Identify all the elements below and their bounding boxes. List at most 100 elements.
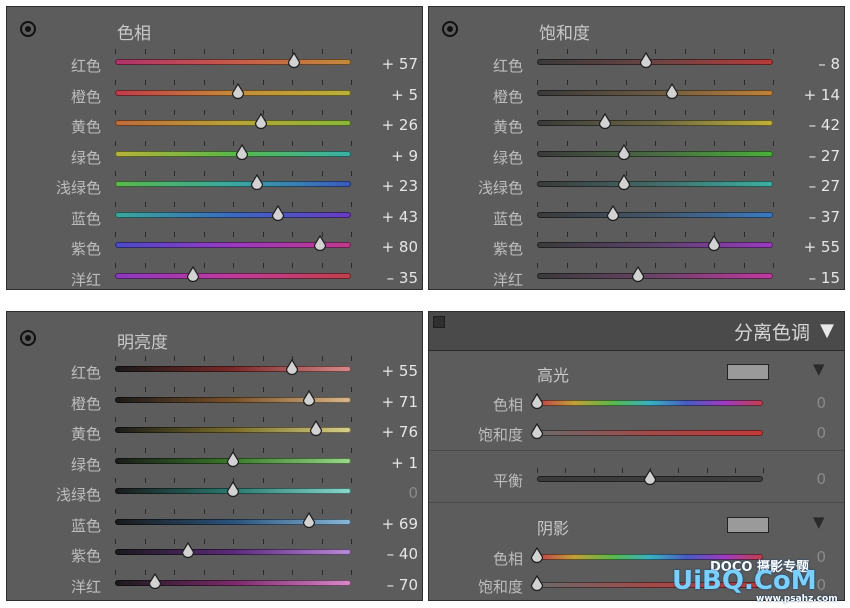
slider-value: + 23 bbox=[381, 177, 418, 195]
slider-row[interactable]: 浅绿色 + 23 bbox=[7, 171, 424, 201]
slider-track[interactable] bbox=[115, 242, 351, 248]
slider-track[interactable] bbox=[115, 427, 351, 433]
slider-thumb[interactable] bbox=[530, 393, 544, 411]
slider-row[interactable]: 红色 + 57 bbox=[7, 49, 424, 79]
slider-row[interactable]: 蓝色 – 37 bbox=[429, 201, 846, 232]
slider-thumb[interactable] bbox=[148, 572, 162, 591]
highlights-saturation-slider[interactable]: 饱和度 0 bbox=[429, 422, 846, 448]
slider-thumb[interactable] bbox=[606, 204, 620, 223]
slider-row[interactable]: 洋红 – 15 bbox=[429, 262, 846, 293]
slider-row[interactable]: 蓝色 + 69 bbox=[7, 508, 424, 539]
slider-track[interactable] bbox=[115, 120, 351, 126]
slider-row[interactable]: 蓝色 + 43 bbox=[7, 201, 424, 232]
slider-thumb[interactable] bbox=[631, 265, 645, 284]
slider-track[interactable] bbox=[115, 366, 351, 372]
slider-value: 0 bbox=[816, 470, 826, 488]
target-adjust-icon[interactable] bbox=[20, 330, 36, 346]
triangle-down-icon[interactable]: ▼ bbox=[820, 320, 834, 341]
slider-track[interactable] bbox=[537, 582, 763, 588]
slider-thumb[interactable] bbox=[181, 542, 195, 560]
slider-track[interactable] bbox=[115, 396, 351, 403]
slider-thumb[interactable] bbox=[231, 82, 245, 101]
panel-switch-icon[interactable] bbox=[433, 316, 445, 328]
slider-thumb[interactable] bbox=[309, 420, 323, 438]
slider-thumb[interactable] bbox=[639, 52, 653, 70]
target-adjust-icon[interactable] bbox=[20, 21, 36, 37]
slider-row[interactable]: 洋红 – 70 bbox=[7, 569, 424, 600]
slider-track[interactable] bbox=[115, 518, 351, 525]
slider-row[interactable]: 橙色 + 71 bbox=[7, 386, 424, 417]
tick-marks bbox=[115, 508, 352, 514]
slider-row[interactable]: 紫色 + 80 bbox=[7, 232, 424, 262]
slider-thumb[interactable] bbox=[707, 235, 721, 253]
slider-track[interactable] bbox=[537, 211, 773, 218]
slider-track[interactable] bbox=[115, 181, 351, 187]
slider-thumb[interactable] bbox=[617, 143, 631, 162]
slider-row[interactable]: 黄色 + 76 bbox=[7, 417, 424, 447]
slider-row[interactable]: 洋红 – 35 bbox=[7, 262, 424, 293]
tick-marks bbox=[115, 386, 352, 392]
slider-track[interactable] bbox=[537, 59, 773, 65]
slider-track[interactable] bbox=[537, 554, 763, 560]
slider-row[interactable]: 绿色 + 1 bbox=[7, 447, 424, 478]
slider-thumb[interactable] bbox=[226, 450, 240, 469]
slider-row[interactable]: 红色 – 8 bbox=[429, 49, 846, 79]
slider-thumb[interactable] bbox=[530, 575, 544, 593]
slider-row[interactable]: 橙色 + 14 bbox=[429, 79, 846, 110]
highlights-color-swatch[interactable] bbox=[727, 364, 769, 380]
slider-thumb[interactable] bbox=[285, 359, 299, 377]
slider-track[interactable] bbox=[537, 120, 773, 126]
slider-thumb[interactable] bbox=[271, 204, 285, 223]
shadows-saturation-slider[interactable]: 饱和度 0 bbox=[429, 574, 846, 600]
slider-thumb[interactable] bbox=[313, 235, 327, 253]
slider-track[interactable] bbox=[115, 272, 351, 279]
slider-thumb[interactable] bbox=[617, 174, 631, 192]
slider-thumb[interactable] bbox=[598, 113, 612, 131]
slider-track[interactable] bbox=[537, 272, 773, 279]
slider-row[interactable]: 紫色 + 55 bbox=[429, 232, 846, 262]
tick-marks bbox=[537, 232, 774, 237]
panel-header[interactable]: 分离色调 ▼ bbox=[429, 312, 844, 351]
slider-thumb[interactable] bbox=[226, 481, 240, 499]
slider-track[interactable] bbox=[115, 211, 351, 218]
slider-track[interactable] bbox=[115, 579, 351, 586]
slider-row[interactable]: 浅绿色 0 bbox=[7, 478, 424, 508]
highlights-hue-slider[interactable]: 色相 0 bbox=[429, 392, 846, 418]
slider-thumb[interactable] bbox=[235, 143, 249, 162]
slider-track[interactable] bbox=[537, 89, 773, 96]
slider-thumb[interactable] bbox=[302, 511, 316, 530]
slider-row[interactable]: 绿色 – 27 bbox=[429, 140, 846, 171]
slider-thumb[interactable] bbox=[254, 113, 268, 131]
slider-track[interactable] bbox=[537, 181, 773, 187]
slider-thumb[interactable] bbox=[643, 469, 657, 487]
slider-thumb[interactable] bbox=[530, 547, 544, 565]
slider-thumb[interactable] bbox=[665, 82, 679, 101]
slider-track[interactable] bbox=[537, 150, 773, 157]
slider-thumb[interactable] bbox=[302, 389, 316, 408]
shadows-color-picker-icon[interactable]: ▼ bbox=[813, 513, 825, 531]
slider-track[interactable] bbox=[115, 549, 351, 555]
slider-row[interactable]: 黄色 – 42 bbox=[429, 110, 846, 140]
slider-thumb[interactable] bbox=[250, 174, 264, 192]
slider-track[interactable] bbox=[537, 430, 763, 436]
slider-row[interactable]: 红色 + 55 bbox=[7, 356, 424, 386]
slider-thumb[interactable] bbox=[530, 423, 544, 441]
slider-row[interactable]: 紫色 – 40 bbox=[7, 539, 424, 569]
shadows-color-swatch[interactable] bbox=[727, 517, 769, 533]
slider-thumb[interactable] bbox=[287, 52, 301, 70]
slider-row[interactable]: 浅绿色 – 27 bbox=[429, 171, 846, 201]
target-adjust-icon[interactable] bbox=[442, 21, 458, 37]
slider-track[interactable] bbox=[115, 150, 351, 157]
slider-row[interactable]: 黄色 + 26 bbox=[7, 110, 424, 140]
slider-track[interactable] bbox=[537, 242, 773, 248]
highlights-color-picker-icon[interactable]: ▼ bbox=[813, 360, 825, 378]
slider-label: 饱和度 bbox=[477, 578, 523, 596]
slider-track[interactable] bbox=[115, 59, 351, 65]
slider-row[interactable]: 绿色 + 9 bbox=[7, 140, 424, 171]
balance-slider[interactable]: 平衡 0 bbox=[429, 468, 846, 494]
slider-row[interactable]: 橙色 + 5 bbox=[7, 79, 424, 110]
slider-thumb[interactable] bbox=[186, 265, 200, 284]
slider-value: + 14 bbox=[803, 85, 840, 104]
slider-track[interactable] bbox=[537, 400, 763, 406]
shadows-hue-slider[interactable]: 色相 0 bbox=[429, 546, 846, 572]
